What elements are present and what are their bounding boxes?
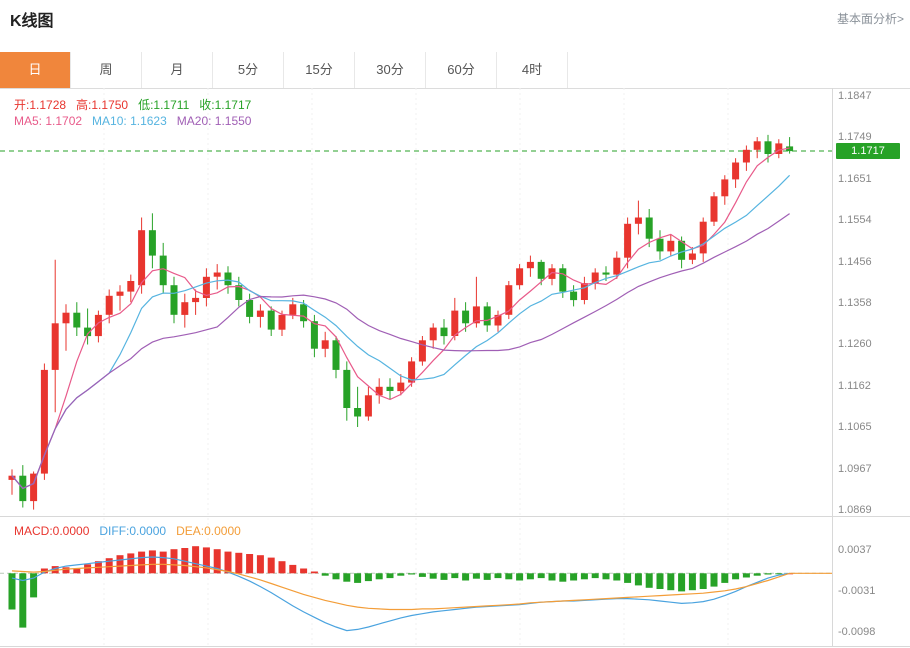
tab-周[interactable]: 周: [71, 52, 142, 88]
fundamental-analysis-link[interactable]: 基本面分析>: [836, 12, 904, 26]
open-value: 开:1.1728: [14, 98, 67, 112]
tab-15分[interactable]: 15分: [284, 52, 355, 88]
high-value: 高:1.1750: [76, 98, 129, 112]
price-axis-label: 1.1749: [838, 131, 872, 144]
page-title: K线图: [10, 13, 54, 30]
price-axis-label: 1.1162: [838, 379, 871, 392]
ma10-value: MA10: 1.1623: [92, 114, 167, 128]
tab-4时[interactable]: 4时: [497, 52, 568, 88]
panel-divider: [0, 516, 910, 517]
tab-30分[interactable]: 30分: [355, 52, 426, 88]
macd-value: MACD:0.0000: [14, 524, 90, 538]
macd-axis-label: -0.0031: [838, 585, 876, 597]
ma5-value: MA5: 1.1702: [14, 114, 83, 128]
macd-legend: MACD:0.0000 DIFF:0.0000 DEA:0.0000: [14, 524, 251, 538]
chart-bottom-border: [0, 646, 910, 647]
price-axis-label: 1.1847: [838, 90, 872, 102]
tab-60分[interactable]: 60分: [426, 52, 497, 88]
ma-legend: MA5: 1.1702 MA10: 1.1623 MA20: 1.1550: [14, 114, 261, 128]
price-axis-label: 1.1260: [838, 338, 872, 351]
axis-separator: [832, 88, 833, 647]
tab-日[interactable]: 日: [0, 52, 71, 88]
price-axis-label: 1.1456: [838, 255, 872, 268]
price-axis-label: 1.0869: [838, 504, 872, 516]
price-axis-label: 1.1554: [838, 214, 872, 227]
diff-value: DIFF:0.0000: [99, 524, 167, 538]
price-axis-label: 1.1651: [838, 172, 872, 185]
current-price-badge: 1.1717: [836, 143, 900, 159]
dea-value: DEA:0.0000: [176, 524, 241, 538]
macd-axis-label: 0.0037: [838, 544, 872, 556]
macd-axis-label: -0.0098: [838, 626, 876, 638]
price-axis-label: 1.1065: [838, 421, 872, 434]
price-axis-label: 1.0967: [838, 462, 872, 475]
tab-月[interactable]: 月: [142, 52, 213, 88]
close-value: 收:1.1717: [199, 98, 252, 112]
candlestick-chart-canvas[interactable]: [0, 88, 832, 516]
ma20-value: MA20: 1.1550: [176, 114, 252, 128]
macd-chart-canvas[interactable]: [0, 518, 832, 648]
interval-tabs: 日周月 5分 15分 30分 60分 4时: [0, 52, 910, 89]
tab-5分[interactable]: 5分: [213, 52, 284, 88]
price-axis-label: 1.1358: [838, 297, 872, 309]
ohlc-legend: 开:1.1728 高:1.1750 低:1.1711 收:1.1717: [14, 96, 261, 113]
low-value: 低:1.1711: [138, 98, 190, 112]
